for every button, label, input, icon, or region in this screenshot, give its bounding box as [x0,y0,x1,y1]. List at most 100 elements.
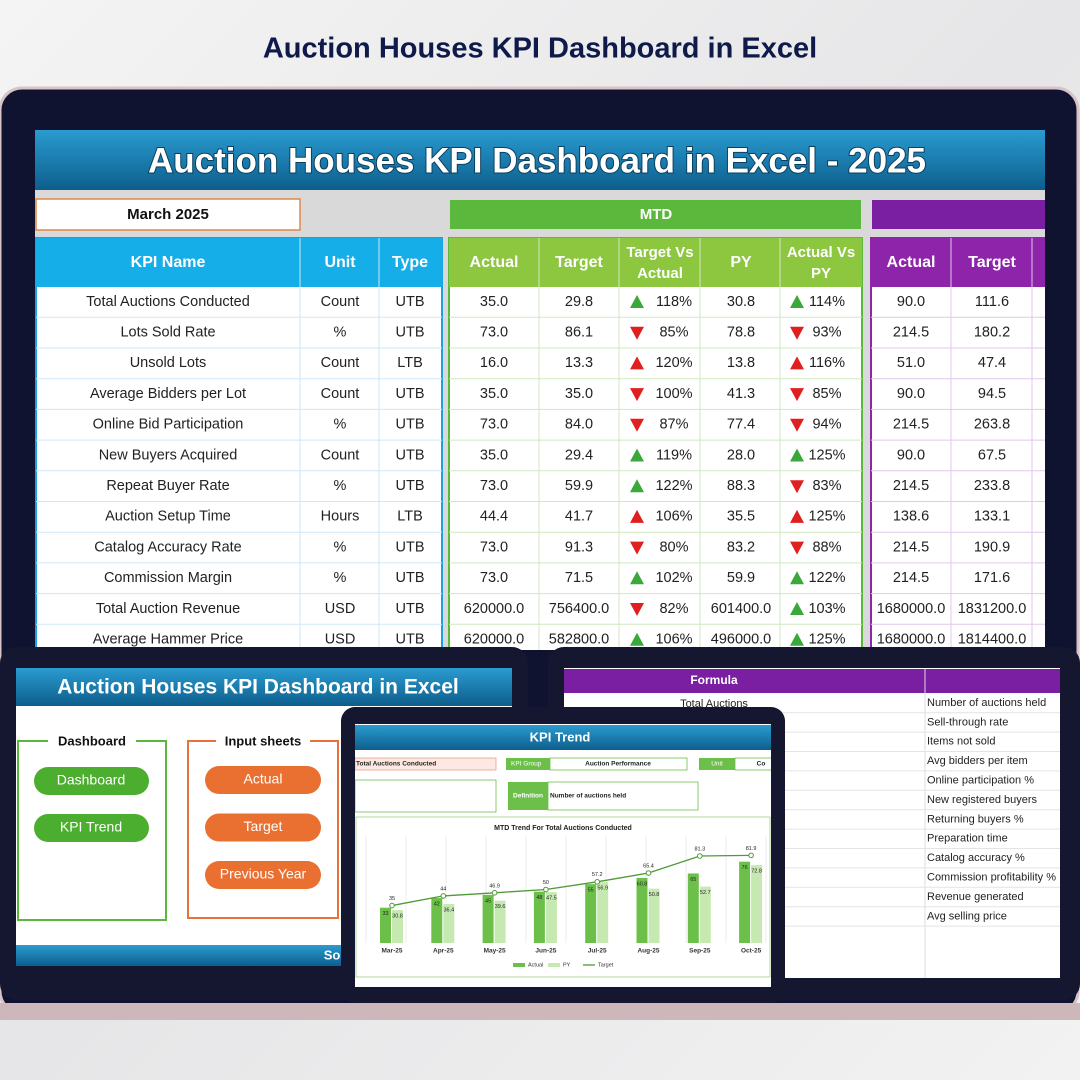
nav-button-label: KPI Trend [60,819,122,835]
line-marker [491,890,498,896]
header-row [36,238,442,287]
cell: USD [325,601,356,617]
field-label-box [506,758,550,770]
cell: 214.5 [893,478,929,494]
status-arrow [630,541,644,555]
bar [597,882,609,943]
field [355,779,497,813]
status-arrow [630,356,644,370]
cell: Count [321,355,360,371]
status-arrow [790,418,804,432]
cell: Auction Setup Time [105,509,231,525]
page-title: Auction Houses KPI Dashboard in Excel [263,33,817,65]
status-arrow [790,448,804,462]
nav-button[interactable] [205,861,321,889]
cell: 73.0 [480,539,508,555]
cell: 73.0 [480,570,508,586]
formula-sheet: Formula Total Auctions Number of auctions … [564,669,1060,978]
banner-title: Auction Houses KPI Dashboard in Excel - … [148,141,926,180]
cell: 496000.0 [711,632,771,648]
x-tick-label: Jul-25 [588,948,607,955]
data-label: 33 [382,911,388,917]
chart-title: MTD Trend For Total Auctions Conducted [494,825,632,832]
cell: 83% [812,478,841,494]
cell: Revenue generated [927,891,1024,903]
cell: 78.8 [727,325,755,341]
nav-button[interactable] [34,767,149,795]
header-text: Target [555,254,603,271]
status-arrow [790,571,804,585]
title-bar [355,725,771,750]
cell: % [334,417,347,433]
cell: Count [321,386,360,402]
bar [699,886,711,943]
cell: 85% [812,386,841,402]
cell: 94.5 [978,386,1006,402]
data-label: 44 [440,886,446,892]
cell: 1814400.0 [958,632,1027,648]
status-arrow [790,356,804,370]
bar [648,888,660,943]
status-arrow [790,295,804,308]
header-row [564,669,1060,693]
bar [585,884,597,943]
nav-button-label: Previous Year [220,866,307,882]
status-arrow [790,326,804,340]
cell: Hours [321,509,360,525]
nav-button[interactable] [34,814,149,842]
header-text: PY [730,254,752,271]
nav-button[interactable] [205,766,321,794]
cell: UTB [396,539,425,555]
cell: 35.0 [480,447,508,463]
cell: LTB [397,355,423,371]
cell: 116% [809,355,845,371]
data-label: 76 [742,865,748,871]
line-marker [543,886,549,893]
cell: 125% [808,447,845,463]
cell: Average Hammer Price [93,632,243,648]
cell: 171.6 [974,570,1010,586]
data-label: 52.7 [700,890,711,896]
cell: Online participation % [927,775,1034,787]
data-label: 60.8 [637,881,648,887]
cell: UTB [396,386,425,402]
x-tick-label: May-25 [484,948,506,955]
cell: 103% [808,601,845,617]
cell: 35.0 [480,294,508,310]
header-text: Actual Vs PY [786,244,856,282]
data-label: 35 [389,896,395,902]
cell: Repeat Buyer Rate [106,478,229,494]
cell: 100% [655,386,692,402]
bar [545,892,557,943]
cell: UTB [396,325,425,341]
header-text: Target Vs Actual [626,244,694,282]
line-marker [697,853,703,859]
cell: 756400.0 [549,601,609,617]
header-text: Formula [690,673,738,687]
bar [482,894,494,943]
home-title: Auction Houses KPI Dashboard in Excel [57,676,458,699]
cell: 93% [812,325,841,341]
cell: 133.1 [974,509,1010,525]
main-sheet: Auction Houses KPI Dashboard in Excel - … [35,130,1045,650]
bar [739,861,751,943]
period: March 2025 [127,206,209,223]
data-label: 65.4 [643,863,654,869]
header-text: Target [968,254,1016,271]
cell: 120% [655,355,692,371]
data-label: 46.9 [489,883,500,889]
line-marker [594,878,601,885]
cell: 263.8 [974,417,1010,433]
bar [380,907,391,943]
field-label-box [699,758,735,770]
cell: 601400.0 [711,601,771,617]
header-text: Type [392,254,428,271]
mtd-label: MTD [640,206,673,223]
cell: Commission Margin [104,570,232,586]
data-label: 48 [536,895,542,901]
nav-button[interactable] [205,813,321,842]
cell: 13.8 [727,355,755,371]
field-label: KPI Group [511,761,542,768]
laptop-base [0,1003,1080,1020]
banner [35,130,1045,190]
